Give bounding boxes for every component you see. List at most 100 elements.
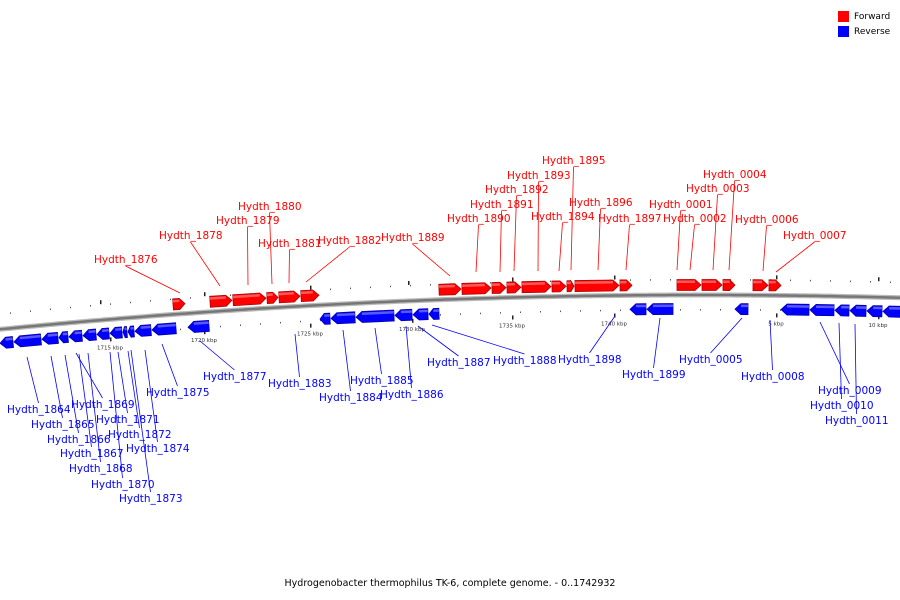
reverse-gene-arrow[interactable] [646,303,674,316]
forward-gene-label[interactable]: Hydth_1891 [470,199,534,211]
forward-gene-arrow[interactable] [701,279,723,291]
forward-gene-label[interactable]: Hydth_1876 [94,254,158,266]
reverse-gene-arrow[interactable] [428,307,440,320]
forward-gene-label[interactable]: Hydth_1890 [447,213,511,225]
reverse-gene-arrow[interactable] [151,322,177,336]
forward-gene-arrow[interactable] [619,279,633,292]
reverse-gene-arrow[interactable] [629,303,647,316]
reverse-gene-label[interactable]: Hydth_1887 [427,357,491,369]
forward-gene-arrow[interactable] [506,281,522,294]
forward-gene-label[interactable]: Hydth_1878 [159,230,223,242]
reverse-gene-label[interactable]: Hydth_0005 [679,354,743,366]
forward-gene-arrow[interactable] [566,280,575,293]
reverse-gene-arrow[interactable] [330,311,356,325]
forward-gene-arrow[interactable] [574,279,620,292]
reverse-gene-label[interactable]: Hydth_1886 [380,389,444,401]
forward-gene-arrow[interactable] [300,289,320,303]
reverse-gene-arrow[interactable] [127,325,135,338]
forward-gene-label[interactable]: Hydth_0001 [649,199,713,211]
reverse-gene-label[interactable]: Hydth_1874 [126,443,190,455]
reverse-gene-arrow[interactable] [319,312,331,325]
reverse-gene-arrow[interactable] [734,303,749,316]
reverse-gene-label[interactable]: Hydth_1877 [203,371,267,383]
reverse-gene-arrow[interactable] [68,329,83,343]
forward-gene-label[interactable]: Hydth_1895 [542,155,606,167]
reverse-gene-arrow[interactable] [394,308,413,322]
reverse-gene-label[interactable]: Hydth_1867 [60,448,124,460]
forward-gene-label[interactable]: Hydth_1882 [318,235,382,247]
reverse-gene-label[interactable]: Hydth_1883 [268,378,332,390]
reverse-gene-arrow[interactable] [0,336,14,349]
reverse-gene-label[interactable]: Hydth_1872 [108,429,172,441]
forward-gene-arrow[interactable] [438,283,462,296]
leader-line [144,349,158,443]
forward-gene-arrow[interactable] [209,294,233,308]
reverse-gene-arrow[interactable] [58,331,69,344]
forward-gene-arrow[interactable] [278,290,301,304]
forward-gene-label[interactable]: Hydth_1881 [258,238,322,250]
reverse-gene-arrow[interactable] [866,305,883,318]
forward-gene-arrow[interactable] [551,280,567,293]
reverse-gene-label[interactable]: Hydth_1898 [558,354,622,366]
forward-gene-arrow[interactable] [676,279,702,291]
forward-gene-arrow[interactable] [172,298,186,311]
leader-line [728,180,735,271]
reverse-gene-arrow[interactable] [82,328,97,342]
reverse-gene-label[interactable]: Hydth_1888 [493,355,557,367]
legend-reverse-swatch [838,26,849,37]
forward-gene-label[interactable]: Hydth_0007 [783,230,847,242]
reverse-gene-label[interactable]: Hydth_1884 [319,392,383,404]
reverse-gene-arrow[interactable] [809,304,835,317]
forward-gene-label[interactable]: Hydth_0004 [703,169,767,181]
reverse-gene-label[interactable]: Hydth_1899 [622,369,686,381]
reverse-gene-label[interactable]: Hydth_0008 [741,371,805,383]
reverse-gene-label[interactable]: Hydth_1865 [31,419,95,431]
forward-gene-arrow[interactable] [768,279,782,292]
forward-gene-label[interactable]: Hydth_1896 [569,197,633,209]
forward-gene-arrow[interactable] [266,291,279,305]
gene-arrow-body [134,324,152,337]
reverse-gene-arrow[interactable] [355,309,395,323]
forward-gene-label[interactable]: Hydth_1894 [531,211,595,223]
reverse-gene-arrow[interactable] [849,304,867,317]
forward-gene-arrow[interactable] [752,279,769,292]
reverse-gene-arrow[interactable] [412,308,429,321]
minor-tick-top [50,308,51,311]
reverse-gene-label[interactable]: Hydth_0011 [825,415,889,427]
forward-gene-label[interactable]: Hydth_1880 [238,201,302,213]
reverse-gene-arrow[interactable] [109,326,123,339]
reverse-gene-arrow[interactable] [13,333,42,348]
forward-gene-arrow[interactable] [232,292,267,307]
reverse-gene-arrow[interactable] [134,324,152,337]
reverse-gene-arrow[interactable] [96,327,110,340]
forward-gene-label[interactable]: Hydth_0003 [686,183,750,195]
forward-gene-arrow[interactable] [461,282,492,295]
reverse-gene-label[interactable]: Hydth_1873 [119,493,183,505]
forward-gene-label[interactable]: Hydth_0002 [663,213,727,225]
reverse-gene-label[interactable]: Hydth_1864 [7,404,71,416]
forward-gene-label[interactable]: Hydth_1897 [598,213,662,225]
reverse-gene-label[interactable]: Hydth_0010 [810,400,874,412]
reverse-gene-arrow[interactable] [780,303,810,316]
reverse-gene-arrow[interactable] [882,305,900,318]
forward-gene-arrow[interactable] [491,281,507,294]
forward-gene-label[interactable]: Hydth_1879 [216,215,280,227]
reverse-gene-label[interactable]: Hydth_1885 [350,375,414,387]
reverse-gene-label[interactable]: Hydth_1868 [69,463,133,475]
forward-gene-arrow[interactable] [722,279,736,291]
forward-gene-label[interactable]: Hydth_1892 [485,184,549,196]
reverse-gene-label[interactable]: Hydth_1870 [91,479,155,491]
reverse-gene-arrow[interactable] [187,319,210,333]
forward-gene-arrow[interactable] [521,280,552,294]
forward-gene-label[interactable]: Hydth_0006 [735,214,799,226]
reverse-gene-label[interactable]: Hydth_1871 [96,414,160,426]
reverse-gene-label[interactable]: Hydth_1869 [71,399,135,411]
forward-gene-label[interactable]: Hydth_1889 [381,232,445,244]
reverse-gene-arrow[interactable] [41,331,59,345]
reverse-gene-label[interactable]: Hydth_1875 [146,387,210,399]
reverse-gene-label[interactable]: Hydth_1866 [47,434,111,446]
reverse-gene-arrow[interactable] [834,304,850,317]
reverse-gene-arrow[interactable] [122,326,128,339]
forward-gene-label[interactable]: Hydth_1893 [507,170,571,182]
reverse-gene-label[interactable]: Hydth_0009 [818,385,882,397]
